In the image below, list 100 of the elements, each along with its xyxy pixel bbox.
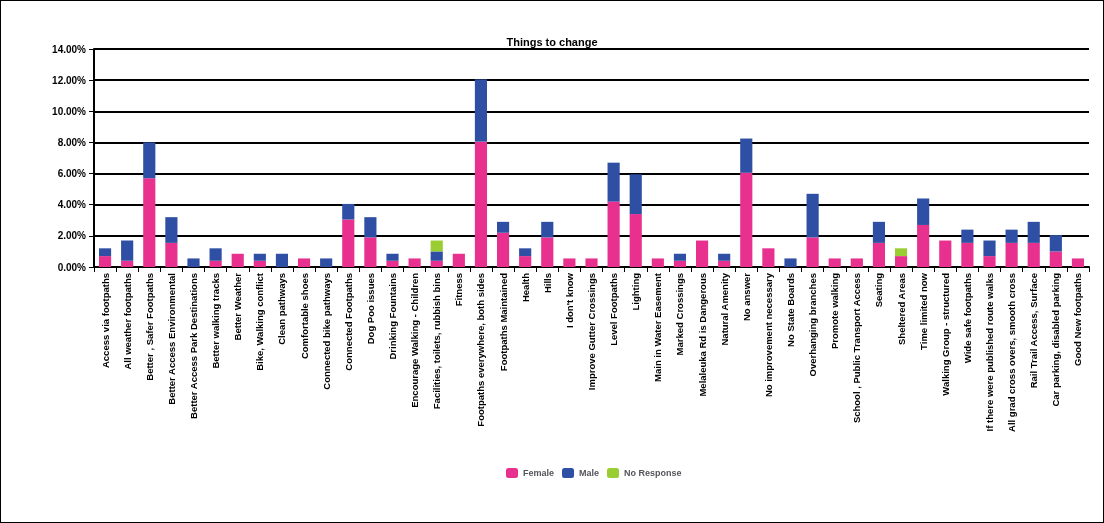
bar [342,203,355,220]
bar [917,198,930,225]
y-tick-label: 6.00% [57,168,87,180]
bar [762,248,775,267]
bar [695,240,709,267]
x-tick-label: Seating [873,272,885,308]
x-tick-label: Natural Amenity [718,272,730,346]
y-tick-label: 10.00% [52,105,87,117]
legend-label: No Response [624,468,682,478]
bar [519,256,532,267]
bar [607,201,620,267]
bar [1005,229,1018,243]
legend-label: Male [579,468,600,478]
bar [629,174,642,215]
bar [541,237,554,267]
y-tick-label: 4.00% [57,199,87,211]
bar [541,221,554,238]
x-tick-label: Wide safe footpaths [961,273,973,364]
bar [98,248,112,257]
x-tick-label: Overhanging branches [807,273,819,377]
x-tick-label: Car parking, disabled parking [1050,272,1062,407]
bar [231,253,244,267]
bar [806,193,819,238]
bar [585,258,598,267]
y-tick-label: 8.00% [57,136,87,148]
x-tick-label: Sheltered Areas [895,273,907,345]
bar [1027,242,1040,267]
bar [121,240,134,261]
bar [1049,235,1062,252]
bar [740,172,753,267]
bar [673,253,687,261]
x-tick-label: Footpaths everywhere, both sides [475,273,487,427]
x-tick-label: Better , Safer Footpaths [143,273,155,381]
bar [253,253,266,261]
bar [496,232,510,267]
x-tick-label: Comfortable shoes [298,273,310,360]
x-tick-label: School , Public Transport Access [851,273,863,424]
x-tick-label: Connected Footpaths [342,273,354,371]
chart-title: Things to change [506,35,598,48]
x-tick-label: Bike, Walking conflict [254,272,266,371]
bar [828,258,841,267]
bar [894,256,908,267]
x-tick-label: No State Boards [785,273,796,347]
x-tick-label: Health [519,272,531,303]
y-tick-label: 14.00% [52,43,87,55]
x-tick-label: Clean pathways [276,273,288,345]
bar [275,253,289,267]
bar [740,138,753,173]
x-tick-label: Dog Poo issues [364,273,376,345]
y-tick-label: 2.00% [57,230,87,242]
x-tick-label: Lighting [630,272,642,311]
bar [629,214,642,267]
x-tick-label: Access via footpaths [99,273,111,369]
bar [297,258,311,267]
bar [651,258,664,267]
x-tick-label: Time limited now [917,272,929,350]
x-tick-label: Better walking tracks [210,273,222,369]
bar [143,178,156,267]
x-tick-label: Footpaths Maintained [497,272,509,372]
bar [850,258,863,267]
x-tick-label: Good New footpaths [1072,273,1084,366]
bar [121,260,134,267]
x-tick-label: Fitness [453,273,465,307]
x-tick-label: Level Footpaths [608,273,620,346]
x-tick-label: No answer [740,272,752,322]
x-tick-label: Main in Water Easement [652,272,664,382]
bar [165,242,178,267]
bar [320,258,333,267]
bar [894,248,908,257]
bar [961,242,974,267]
x-tick-label: All weather footpaths [121,273,133,370]
bar [718,253,731,261]
bar [143,142,156,179]
x-tick-label: Rail Trail Access, Surface [1028,273,1040,389]
bar [364,237,377,267]
bar [784,258,797,267]
x-tick-label: Marked Crossings [674,273,686,356]
bar [364,217,377,238]
bar [386,253,399,261]
x-tick-label: Improve Gutter Crossings [586,273,597,391]
bar [961,229,974,243]
bar [1005,242,1018,267]
x-tick-label: If there were published route walks [984,273,995,432]
legend-label: Female [523,468,555,478]
bar [673,260,687,267]
bar [806,237,819,267]
x-tick-label: Drinking Fountains [387,273,398,360]
bar [408,258,421,267]
bar [430,251,443,261]
bar [474,141,488,267]
bar [917,224,930,267]
x-tick-label: All grad cross overs, smooth cross [1006,273,1018,432]
x-tick-label: Better Access Park Destinations [188,273,199,419]
bar [607,162,620,202]
bar [165,217,178,243]
x-tick-label: No improvement necessary [762,272,774,398]
x-tick-label: Better Access Environmental [165,273,177,405]
bar [872,242,886,267]
y-tick-label: 12.00% [52,74,87,86]
x-tick-label: Walking Group - structured [939,272,951,396]
